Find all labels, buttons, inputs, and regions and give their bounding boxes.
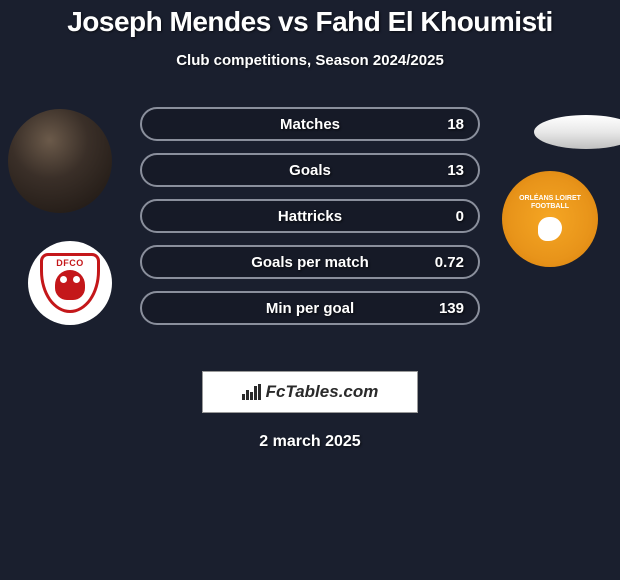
stat-row-min-per-goal: Min per goal 139 — [140, 291, 480, 325]
orleans-club-text: ORLÉANS LOIRET FOOTBALL — [502, 195, 598, 210]
stat-label: Matches — [142, 116, 478, 133]
stat-label: Hattricks — [142, 208, 478, 225]
subtitle: Club competitions, Season 2024/2025 — [0, 52, 620, 69]
stat-right-value: 18 — [447, 116, 464, 133]
date-label: 2 march 2025 — [0, 433, 620, 451]
stat-label: Goals — [142, 162, 478, 179]
owl-icon — [55, 270, 85, 300]
stat-row-goals-per-match: Goals per match 0.72 — [140, 245, 480, 279]
page-title: Joseph Mendes vs Fahd El Khoumisti — [0, 0, 620, 38]
club-badge-left: DFCO — [28, 241, 112, 325]
stat-right-value: 0 — [456, 208, 464, 225]
stat-row-goals: Goals 13 — [140, 153, 480, 187]
stat-label: Goals per match — [142, 254, 478, 271]
club-badge-right: ORLÉANS LOIRET FOOTBALL — [502, 171, 598, 267]
stat-row-matches: Matches 18 — [140, 107, 480, 141]
stat-label: Min per goal — [142, 300, 478, 317]
wasp-icon — [530, 213, 570, 249]
player-left-avatar — [8, 109, 112, 213]
bar-chart-icon — [242, 384, 262, 400]
dfco-abbr: DFCO — [56, 258, 84, 268]
stat-row-hattricks: Hattricks 0 — [140, 199, 480, 233]
stat-right-value: 0.72 — [435, 254, 464, 271]
brand-text: FcTables.com — [266, 382, 379, 402]
player-right-avatar — [534, 115, 620, 149]
stats-list: Matches 18 Goals 13 Hattricks 0 Goals pe… — [140, 107, 480, 337]
stat-right-value: 139 — [439, 300, 464, 317]
brand-box[interactable]: FcTables.com — [202, 371, 418, 413]
dfco-shield-icon: DFCO — [40, 253, 100, 313]
comparison-area: DFCO ORLÉANS LOIRET FOOTBALL Matches 18 … — [0, 99, 620, 349]
stat-right-value: 13 — [447, 162, 464, 179]
